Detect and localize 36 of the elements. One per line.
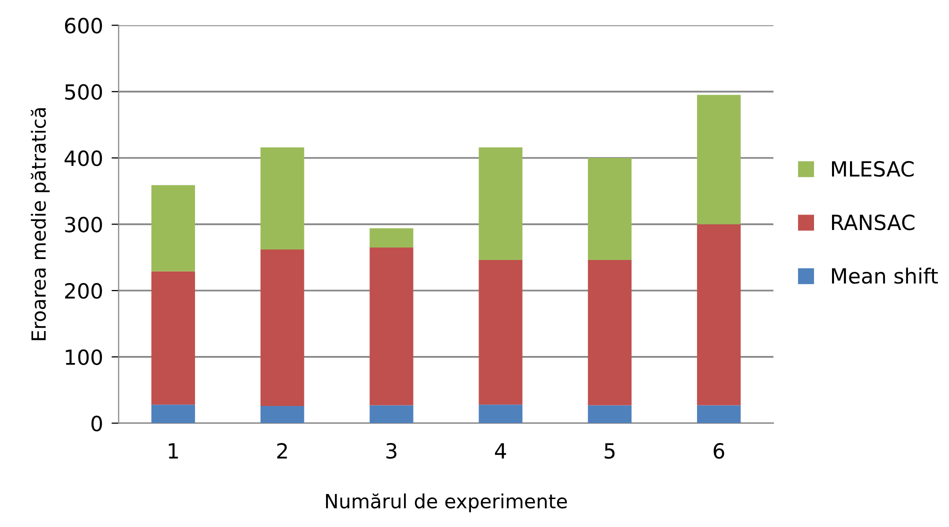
bar — [370, 247, 414, 406]
bar — [588, 260, 632, 406]
legend-label: RANSAC — [832, 214, 914, 230]
bar — [588, 405, 632, 424]
bar — [151, 271, 196, 405]
bar — [151, 185, 196, 272]
bar — [260, 147, 304, 250]
x-tick-label: 4 — [494, 443, 506, 458]
legend-label: MLESAC — [832, 161, 914, 177]
y-tick-label: 100 — [66, 349, 102, 366]
bar — [370, 228, 414, 248]
y-axis-title: Eroarea medie pătratică — [30, 108, 50, 340]
x-tick-label: 1 — [168, 443, 178, 458]
y-tick-label: 0 — [91, 416, 102, 432]
y-tick-label: 200 — [65, 283, 102, 299]
bar — [697, 405, 741, 424]
bar — [588, 158, 632, 260]
x-tick-label: 2 — [277, 442, 287, 458]
y-tick-label: 500 — [65, 84, 102, 100]
bar — [478, 147, 522, 260]
y-tick-label: 300 — [65, 216, 102, 232]
bar — [697, 224, 741, 406]
bar — [697, 94, 741, 224]
bar — [478, 260, 522, 405]
bar — [478, 404, 522, 424]
y-tick-label: 400 — [64, 150, 102, 166]
x-tick-label: 6 — [714, 442, 724, 459]
bar — [151, 404, 196, 424]
legend-label: Mean shift — [832, 268, 938, 284]
x-tick-label: 3 — [386, 442, 396, 459]
bar — [260, 406, 304, 424]
x-axis-title: Numărul de experimente — [326, 493, 567, 512]
bar — [370, 405, 414, 424]
y-tick-label: 600 — [65, 18, 102, 34]
x-tick-label: 5 — [604, 443, 615, 459]
bar — [260, 249, 304, 406]
